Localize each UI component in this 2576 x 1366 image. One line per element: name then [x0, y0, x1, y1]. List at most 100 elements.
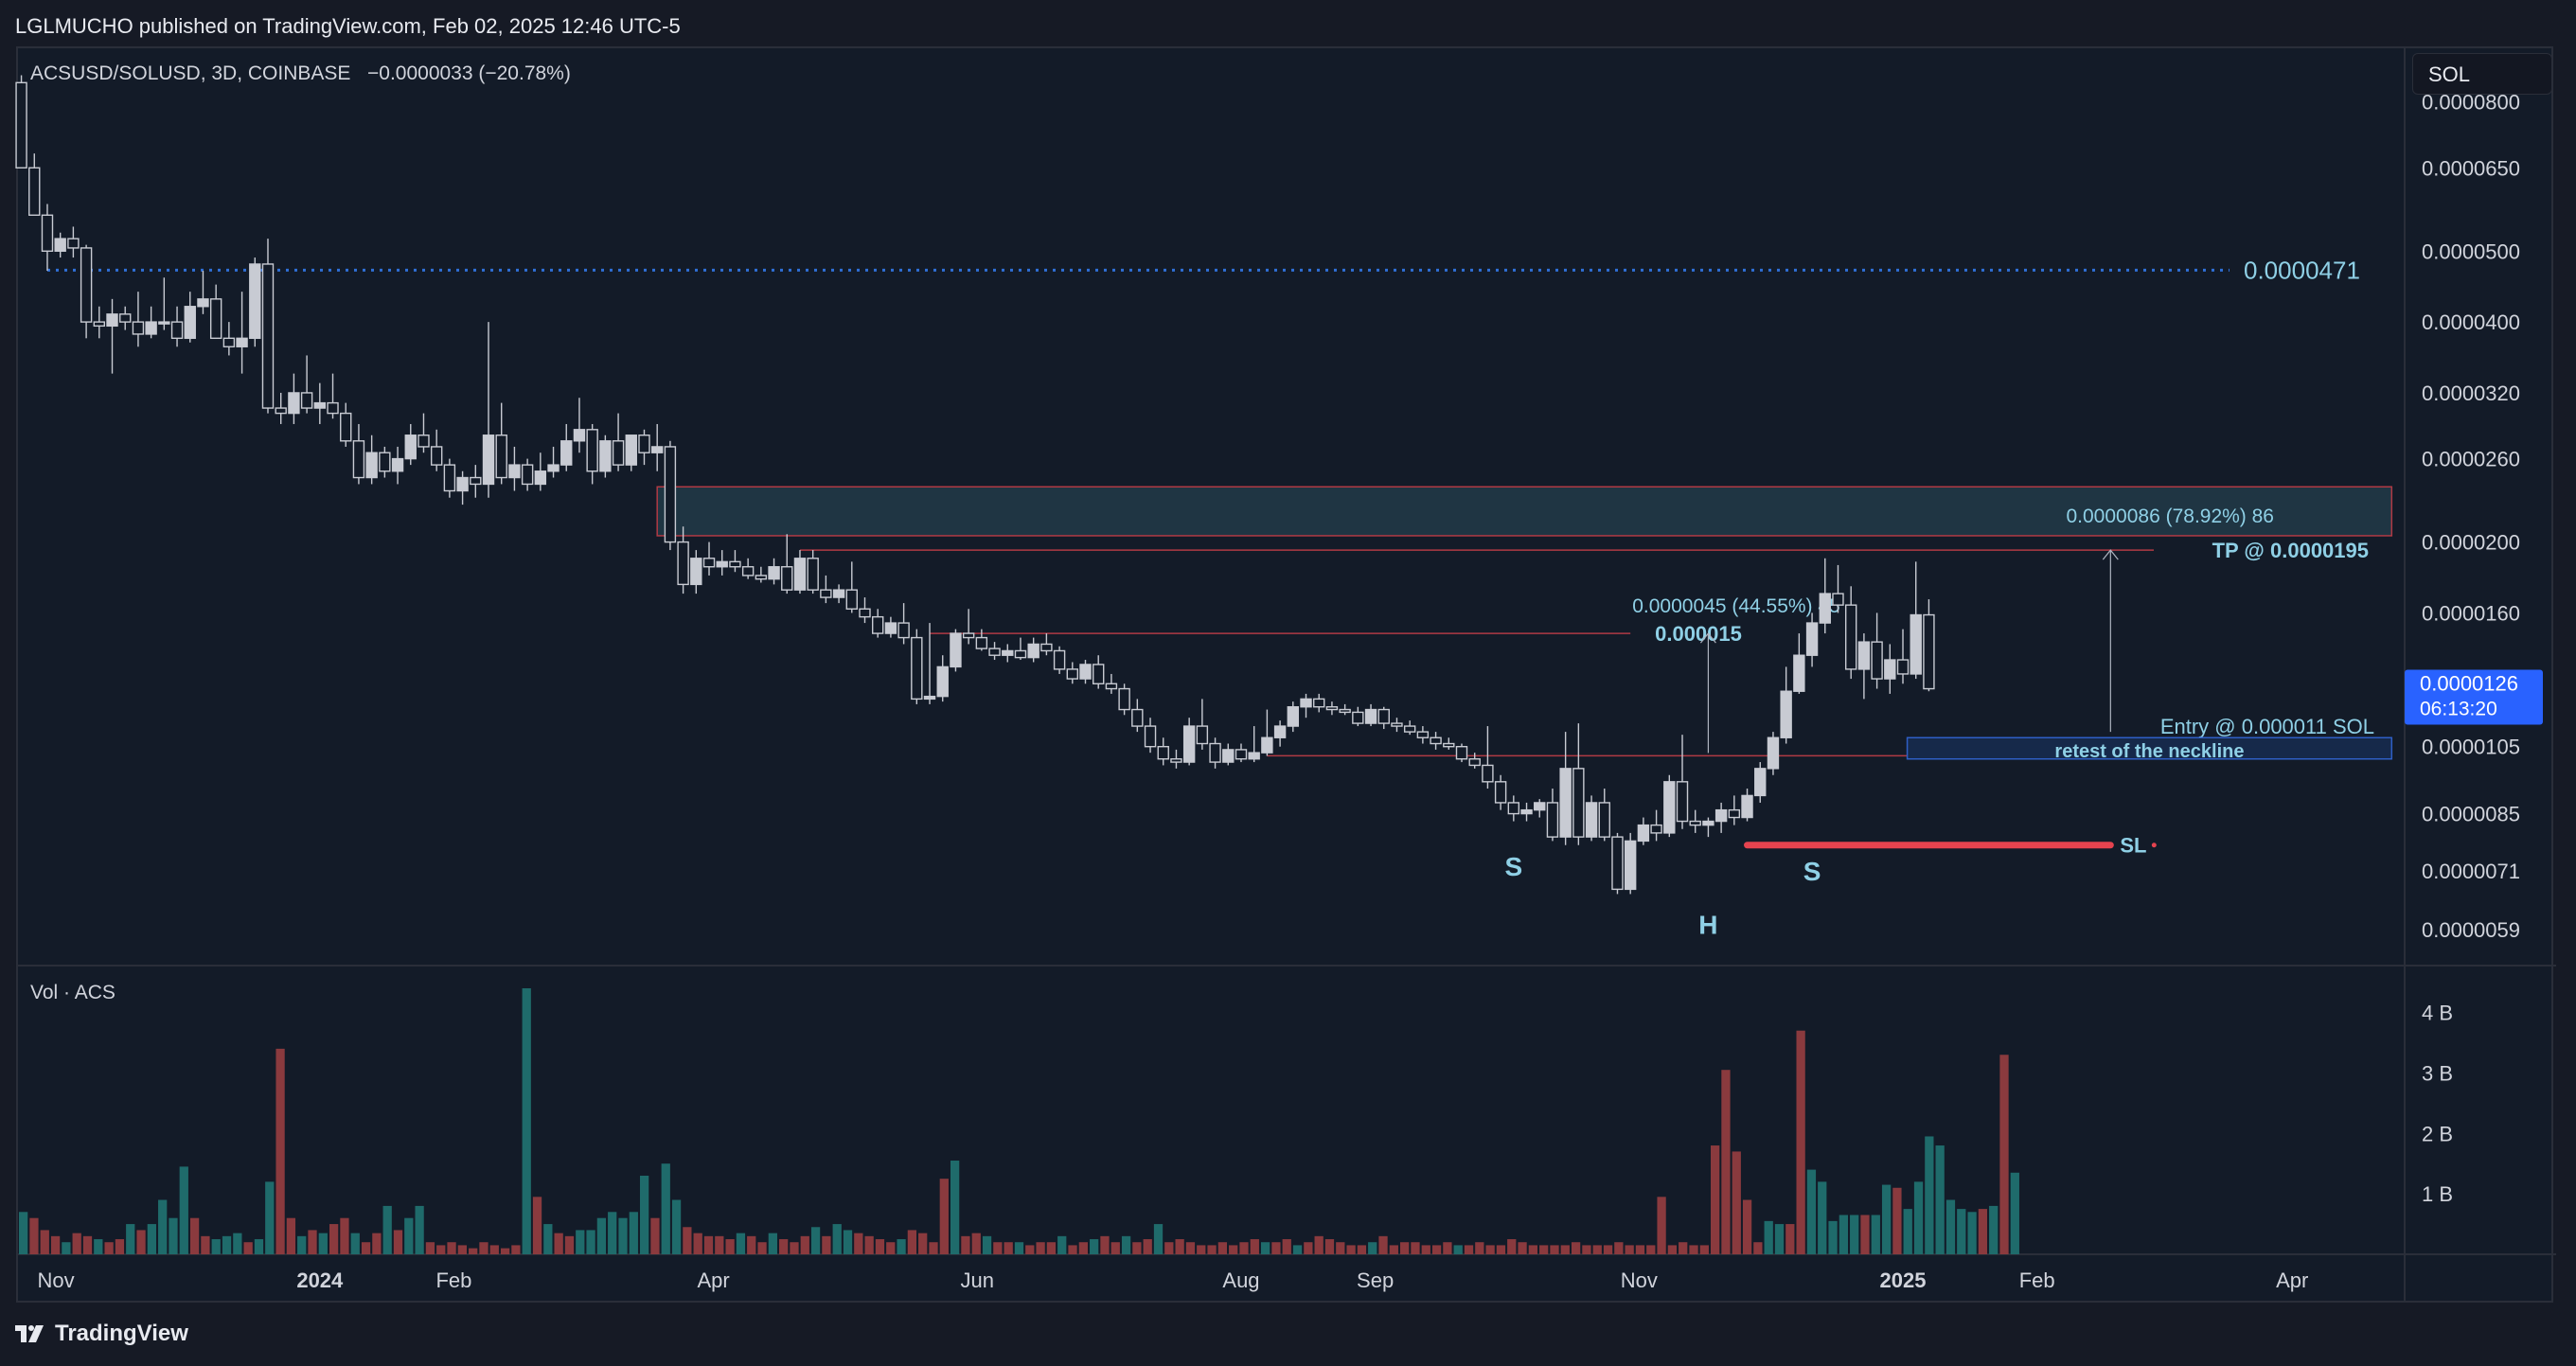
- volume-bar: [608, 1212, 617, 1254]
- candle-body: [41, 214, 54, 252]
- candle-body: [145, 321, 157, 335]
- volume-bar: [1892, 1187, 1902, 1254]
- candle-body: [845, 589, 858, 610]
- time-tick-label: 2024: [296, 1268, 344, 1292]
- candle-body: [430, 446, 443, 466]
- volume-bar: [1464, 1245, 1474, 1254]
- volume-bars: [19, 988, 2019, 1254]
- chart-change: −0.0000033 (−20.78%): [367, 62, 571, 84]
- candle-body: [1676, 781, 1689, 823]
- volume-bar: [1625, 1245, 1634, 1254]
- candle-body: [1144, 725, 1157, 748]
- volume-bar: [596, 1217, 607, 1254]
- candle-body: [1377, 708, 1390, 724]
- candle-body: [1196, 725, 1209, 745]
- volume-bar: [147, 1224, 156, 1254]
- candle-body: [1650, 824, 1662, 834]
- volume-bar: [864, 1235, 874, 1254]
- volume-bar: [1957, 1209, 1966, 1254]
- candle-body: [1884, 659, 1896, 680]
- volume-bar: [469, 1248, 478, 1254]
- chart-title: ACSUSD/SOLUSD, 3D, COINBASE: [30, 62, 350, 84]
- candle-body: [1857, 641, 1871, 670]
- volume-bar: [950, 1161, 960, 1254]
- candle-body: [470, 476, 482, 486]
- candle-body: [1819, 593, 1831, 624]
- volume-bar: [1679, 1242, 1688, 1254]
- volume-bar: [404, 1217, 414, 1254]
- volume-bar: [19, 1212, 28, 1254]
- candle-body: [1585, 802, 1598, 838]
- volume-bar: [790, 1242, 799, 1254]
- volume-bar: [372, 1233, 382, 1254]
- volume-bar: [62, 1242, 71, 1254]
- candle-body: [379, 452, 391, 472]
- sl-dot: [2151, 843, 2157, 848]
- candle-body: [586, 429, 598, 472]
- candle-body: [1002, 649, 1014, 656]
- volume-bar: [1110, 1242, 1120, 1254]
- time-tick-label: Apr: [697, 1268, 729, 1292]
- candle-body: [625, 435, 637, 466]
- time-tick-label: Nov: [38, 1268, 75, 1292]
- price-tick-label: 0.0000320: [2422, 381, 2520, 405]
- volume-bar: [189, 1217, 200, 1254]
- candle-body: [1287, 706, 1300, 727]
- volume-bar: [94, 1239, 103, 1254]
- brand-text: TradingView: [55, 1321, 188, 1346]
- retest-box: [1906, 736, 2393, 760]
- candle-body: [1235, 749, 1248, 760]
- candle-body: [1546, 802, 1559, 838]
- candle-body: [1339, 708, 1351, 714]
- volume-bar: [1421, 1245, 1430, 1254]
- volume-bar: [1925, 1136, 1934, 1254]
- volume-bar: [136, 1230, 146, 1254]
- volume-bar: [179, 1166, 188, 1254]
- candle-body: [1170, 758, 1182, 763]
- candle-body: [1611, 836, 1624, 891]
- tradingview-logo-icon: [15, 1325, 44, 1342]
- volume-bar: [1304, 1242, 1313, 1254]
- volume-bar: [126, 1224, 135, 1254]
- volume-bar: [1796, 1030, 1805, 1254]
- volume-bar: [1711, 1145, 1720, 1254]
- candle-body: [1131, 708, 1144, 727]
- candle-body: [1079, 664, 1092, 680]
- volume-bar: [511, 1245, 521, 1254]
- volume-bar: [1143, 1239, 1152, 1254]
- volume-tick-label: 2 B: [2422, 1122, 2453, 1145]
- measure1-value-label: 0.000015: [1655, 622, 1742, 646]
- candle-body: [1182, 725, 1196, 763]
- symbol-button[interactable]: SOL: [2412, 53, 2552, 95]
- chart-border: [16, 46, 2553, 1303]
- candle-body: [1572, 768, 1585, 838]
- volume-bar: [425, 1242, 435, 1254]
- volume-bar: [1818, 1181, 1827, 1254]
- volume-bar: [1207, 1245, 1217, 1254]
- volume-bar: [725, 1239, 735, 1254]
- measure-zone: [656, 486, 2393, 537]
- candle-body: [404, 435, 417, 460]
- candle-body: [1494, 781, 1507, 804]
- candle-body: [1534, 802, 1546, 811]
- pattern-label-s-right: S: [1803, 857, 1821, 886]
- candle-body: [340, 412, 352, 442]
- candle-body: [729, 560, 741, 568]
- volume-bar: [350, 1233, 360, 1254]
- volume-bar: [1518, 1242, 1527, 1254]
- volume-bar: [543, 1224, 553, 1254]
- retest-label: retest of the neckline: [2054, 741, 2244, 762]
- volume-bar: [907, 1230, 917, 1254]
- volume-bar: [1217, 1242, 1228, 1254]
- volume-bar: [886, 1242, 896, 1254]
- volume-bar: [618, 1217, 628, 1254]
- volume-bar: [554, 1233, 563, 1254]
- volume-bar: [1175, 1239, 1184, 1254]
- candle-body: [768, 566, 780, 580]
- candle-body: [1910, 613, 1922, 675]
- time-tick-label: Aug: [1222, 1268, 1259, 1292]
- price-tick-label: 0.0000260: [2422, 448, 2520, 471]
- volume-bar: [329, 1224, 339, 1254]
